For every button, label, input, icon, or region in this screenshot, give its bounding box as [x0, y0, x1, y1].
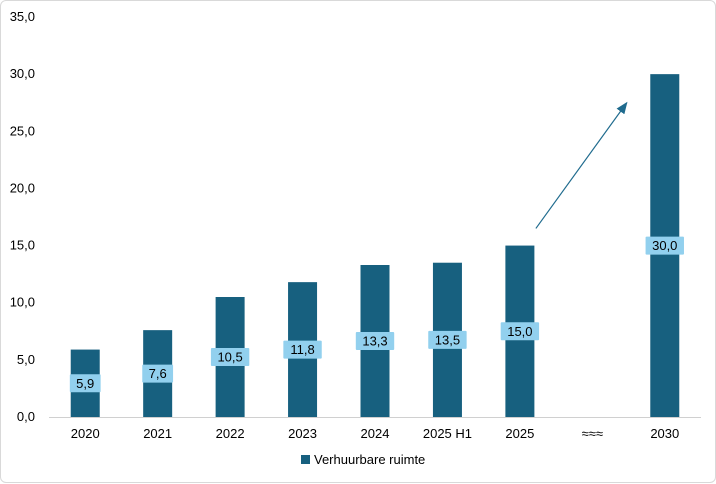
data-label-box [428, 330, 467, 349]
x-tick-label: 2020 [71, 426, 100, 441]
y-tick-label: 20,0 [10, 180, 35, 195]
trend-arrow [535, 101, 628, 229]
x-tick-label: 2022 [216, 426, 245, 441]
data-label: 11,8 [290, 342, 314, 357]
legend-label: Verhuurbare ruimte [314, 452, 425, 467]
data-label-box [283, 340, 322, 359]
y-tick-label: 10,0 [10, 295, 35, 310]
x-tick-label: 2024 [361, 426, 390, 441]
data-label-box [69, 374, 101, 393]
y-tick-label: 15,0 [10, 238, 35, 253]
legend-swatch [301, 455, 310, 464]
x-tick-label: 2023 [288, 426, 317, 441]
x-tick-label: ≈≈≈ [582, 426, 603, 441]
data-label-box [355, 332, 395, 350]
y-tick-label: 25,0 [10, 123, 35, 138]
data-label: 10,5 [217, 350, 242, 365]
x-tick-label: 2025 H1 [423, 426, 472, 441]
x-tick-label: 2030 [650, 426, 679, 441]
data-label: 13,3 [362, 334, 387, 349]
y-tick-label: 5,0 [17, 352, 35, 367]
x-tick-label: 2025 [505, 426, 534, 441]
data-label: 30,0 [652, 238, 677, 253]
data-label: 13,5 [435, 332, 460, 347]
data-label-box [645, 236, 684, 255]
data-label: 7,6 [149, 366, 167, 381]
data-label-box [142, 364, 174, 383]
y-tick-label: 30,0 [10, 66, 35, 81]
x-tick-label: 2021 [143, 426, 172, 441]
data-label-box [210, 348, 250, 366]
y-tick-label: 0,0 [17, 409, 35, 424]
y-tick-label: 35,0 [10, 9, 35, 24]
data-label-box [500, 322, 540, 341]
data-label: 15,0 [507, 324, 532, 339]
data-label: 5,9 [76, 376, 94, 391]
